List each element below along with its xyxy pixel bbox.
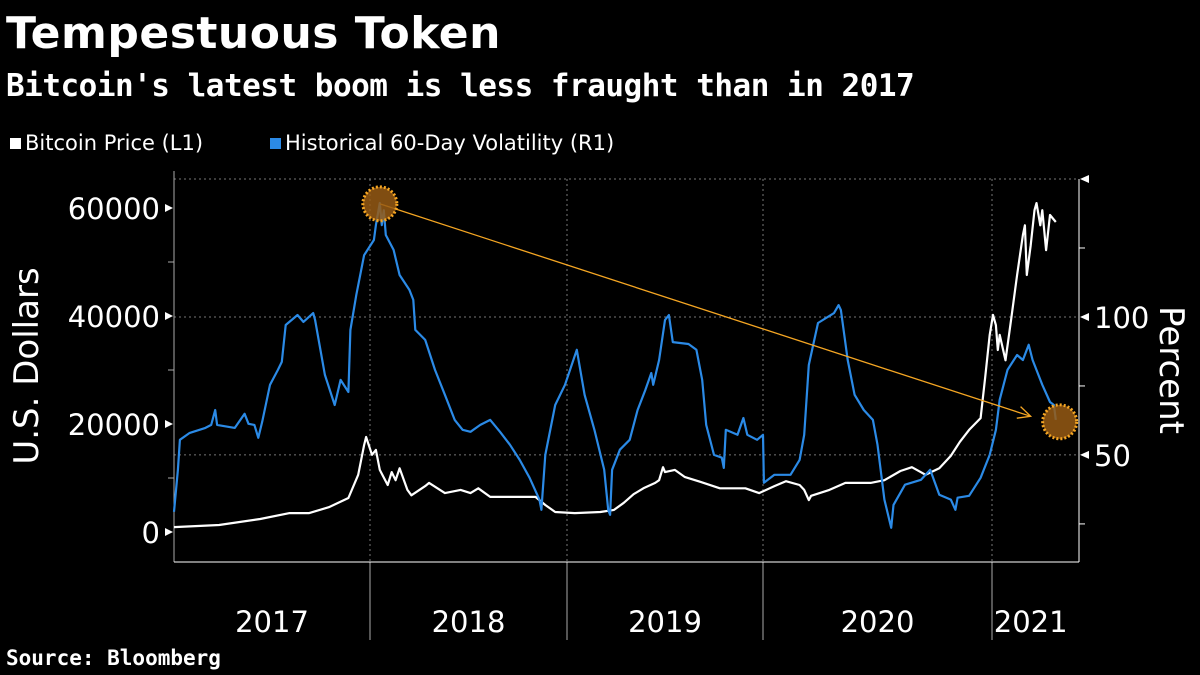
annotation-highlight-circle <box>1041 403 1079 441</box>
legend-swatch-blue <box>270 137 281 149</box>
right-tick-arrow <box>1080 450 1089 459</box>
x-tick-label: 2021 <box>994 605 1068 639</box>
x-tick-label: 2020 <box>841 605 915 639</box>
annotation-highlight-circle <box>361 185 399 223</box>
legend-item-price: Bitcoin Price (L1) <box>10 131 203 155</box>
legend-item-volatility: Historical 60-Day Volatility (R1) <box>270 131 614 155</box>
annotation-arrow-line <box>379 203 1031 417</box>
right-top-arrow <box>1080 175 1089 183</box>
chart-subtitle: Bitcoin's latest boom is less fraught th… <box>6 68 915 104</box>
legend-label-price: Bitcoin Price (L1) <box>25 131 204 155</box>
left-tick-arrow <box>165 419 173 428</box>
left-tick-arrow <box>165 311 173 320</box>
source-note: Source: Bloomberg <box>6 646 221 670</box>
annotation-arrowhead-icon <box>1016 406 1033 419</box>
series-line-bitcoin-price <box>173 202 1057 529</box>
x-tick-label: 2017 <box>235 605 309 639</box>
y-axis-left-label: U.S. Dollars <box>7 267 47 464</box>
right-tick-label: 50 <box>1094 439 1131 473</box>
x-tick-label: 2019 <box>628 605 702 639</box>
legend-label-volatility: Historical 60-Day Volatility (R1) <box>285 131 615 155</box>
right-tick-label: 100 <box>1094 301 1149 335</box>
legend-swatch-white <box>10 137 21 149</box>
left-tick-label: 0 <box>142 516 160 550</box>
series-line-volatility <box>172 201 1057 529</box>
left-tick-arrow <box>165 527 173 536</box>
chart-title: Tempestuous Token <box>6 8 501 59</box>
left-tick-label: 20000 <box>68 408 160 442</box>
right-tick-arrow <box>1080 312 1089 321</box>
left-tick-label: 60000 <box>68 192 160 226</box>
y-axis-right-label: Percent <box>1151 306 1191 434</box>
x-tick-label: 2018 <box>432 605 506 639</box>
left-tick-arrow <box>165 203 173 212</box>
left-tick-label: 40000 <box>68 300 160 334</box>
